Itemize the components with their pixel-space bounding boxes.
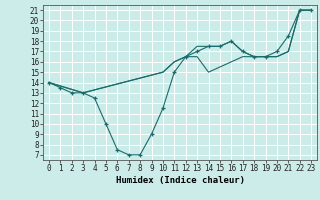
- X-axis label: Humidex (Indice chaleur): Humidex (Indice chaleur): [116, 176, 244, 185]
